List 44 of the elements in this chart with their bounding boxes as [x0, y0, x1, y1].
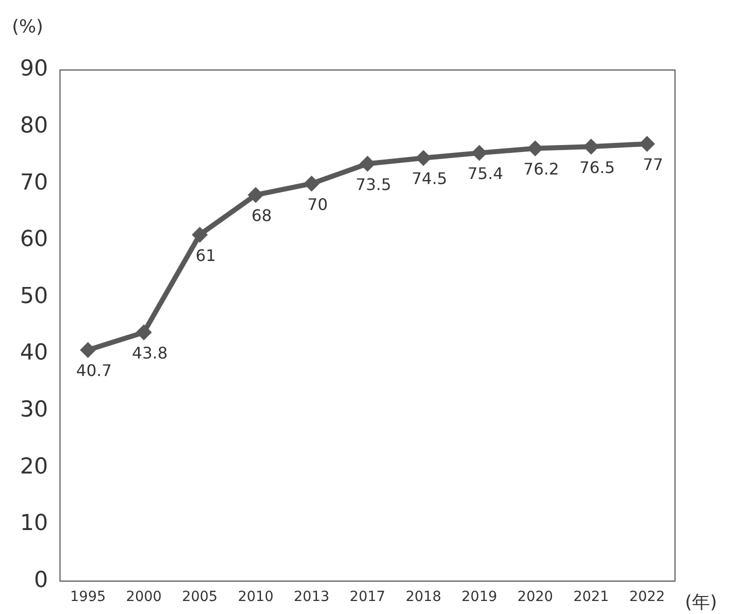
x-tick-label: 2000	[126, 589, 162, 606]
y-tick-label: 70	[20, 170, 48, 196]
y-tick-label: 50	[20, 284, 48, 309]
point	[192, 226, 208, 243]
data-label: 76.5	[579, 158, 615, 177]
y-tick-label: 10	[20, 511, 48, 536]
y-axis-title: (%)	[12, 16, 44, 38]
data-label: 76.2	[523, 160, 560, 179]
x-tick-label: 2021	[573, 589, 609, 606]
x-tick-label: 2017	[350, 589, 386, 606]
y-tick-label: 30	[20, 398, 48, 423]
point	[304, 176, 320, 192]
point	[583, 138, 600, 155]
x-tick-label: 2022	[629, 589, 665, 606]
point	[359, 156, 376, 172]
point	[415, 150, 432, 166]
x-tick-label: 2010	[238, 589, 274, 606]
data-label: 40.7	[76, 361, 112, 380]
data-label: 74.5	[412, 169, 448, 188]
data-label: 73.5	[356, 174, 392, 194]
y-tick-label: 20	[20, 454, 48, 480]
x-tick-label: 2018	[406, 589, 442, 606]
x-tick-label: 2005	[182, 589, 218, 606]
point	[248, 186, 264, 203]
point	[471, 144, 488, 161]
data-label: 61	[196, 246, 216, 265]
data-label: 70	[307, 194, 328, 214]
y-tick-label: 60	[20, 227, 48, 252]
data-label: 75.4	[468, 164, 504, 184]
y-tick-label: 80	[20, 114, 48, 139]
y-tick-label: 90	[20, 56, 48, 82]
y-tick-label: 0	[34, 568, 48, 593]
data-label: 43.8	[132, 344, 168, 363]
x-tick-label: 1995	[70, 589, 106, 606]
point	[639, 136, 656, 152]
x-tick-label: 2013	[294, 589, 330, 606]
data-label: 77	[642, 154, 664, 174]
data-label: 68	[252, 206, 272, 226]
x-axis-title: (年)	[685, 592, 718, 613]
y-tick-label: 40	[20, 340, 48, 366]
x-tick-label: 2019	[461, 589, 498, 606]
x-tick-label: 2020	[517, 589, 554, 606]
point	[80, 342, 96, 358]
point	[136, 324, 152, 340]
